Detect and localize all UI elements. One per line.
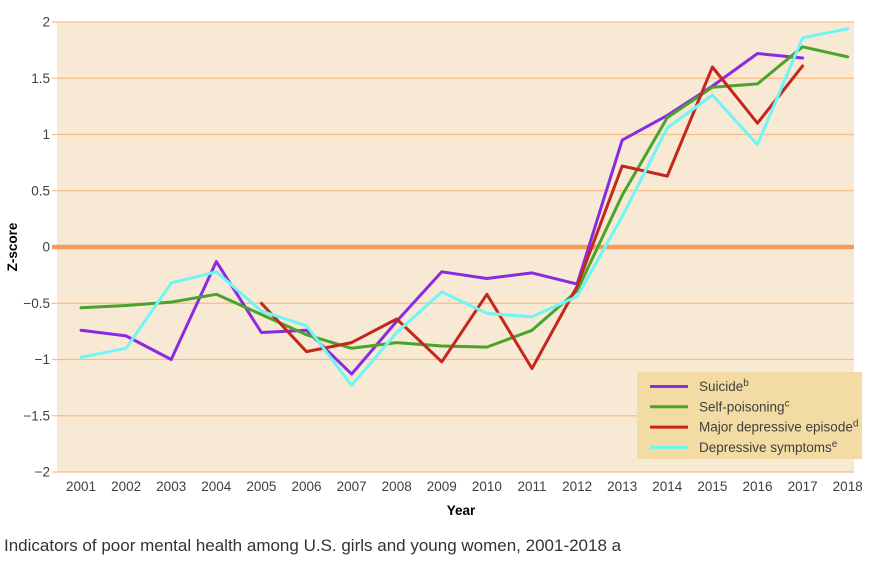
- y-tick-label: 2: [42, 15, 50, 30]
- legend-label-superscript: e: [832, 439, 838, 450]
- x-tick-label: 2007: [337, 479, 367, 494]
- x-tick-label: 2016: [742, 479, 772, 494]
- legend-label-superscript: d: [853, 419, 859, 430]
- legend-label-self-poisoning: Self-poisoningc: [699, 398, 790, 414]
- x-axis-title: Year: [447, 503, 476, 518]
- y-tick-label: −1: [35, 352, 50, 367]
- y-tick-label: 0: [42, 240, 50, 255]
- x-tick-label: 2001: [66, 479, 96, 494]
- legend-label-text: Depressive symptoms: [699, 440, 832, 455]
- mental-health-line-chart: 21.510.50−0.5−1−1.5−2 2001 2002 2003 2004 20…: [5, 15, 863, 519]
- legend-label-text: Major depressive episode: [699, 420, 853, 435]
- x-tick-label: 2002: [111, 479, 141, 494]
- x-tick-label: 2004: [201, 479, 232, 494]
- series-lines: [79, 27, 850, 387]
- x-tick-label: 2009: [427, 479, 457, 494]
- x-tick-label: 2018: [833, 479, 863, 494]
- y-axis-title: Z-score: [5, 222, 20, 271]
- x-tick-label: 2013: [607, 479, 637, 494]
- y-tick-label: 1.5: [31, 71, 50, 86]
- x-tick-label: 2003: [156, 479, 186, 494]
- x-tick-label: 2006: [291, 479, 321, 494]
- legend-label-text: Self-poisoning: [699, 399, 785, 414]
- y-tick-label: 1: [42, 127, 50, 142]
- y-tick-label: −0.5: [23, 296, 50, 311]
- x-tick-label: 2015: [697, 479, 727, 494]
- x-tick-label: 2014: [652, 479, 683, 494]
- x-tick-label: 2012: [562, 479, 592, 494]
- series-line-self-poisoning: [79, 45, 850, 350]
- x-tick-labels: 2001 2002 2003 2004 2005 2006 2007 2008 2009 2010…: [66, 479, 863, 494]
- y-tick-label: −2: [35, 465, 50, 480]
- y-tick-label: −1.5: [23, 408, 50, 423]
- legend-label-superscript: b: [743, 378, 749, 389]
- x-tick-label: 2008: [382, 479, 412, 494]
- gridlines: [52, 21, 854, 473]
- figure-caption: Indicators of poor mental health among U…: [4, 536, 622, 555]
- series-line-suicide: [79, 52, 805, 376]
- legend-label-depressive-symptoms: Depressive symptomse: [699, 439, 838, 455]
- legend-label-major-depressive-episode: Major depressive episoded: [699, 419, 858, 435]
- x-tick-label: 2005: [246, 479, 276, 494]
- legend-label-text: Suicide: [699, 379, 743, 394]
- series-line-depressive-symptoms: [79, 27, 850, 387]
- x-tick-label: 2011: [517, 479, 546, 494]
- y-tick-label: 0.5: [31, 183, 50, 198]
- x-tick-label: 2010: [472, 479, 502, 494]
- legend: Suicideb Self-poisoningc Major depressive …: [637, 372, 862, 459]
- legend-label-suicide: Suicideb: [699, 378, 749, 394]
- y-tick-labels: 2 1.5 1 0.5 0 −0.5 −1 −1.5 −2: [23, 15, 50, 480]
- series-line-major-depressive-episode: [259, 64, 805, 370]
- x-tick-label: 2017: [788, 479, 818, 494]
- legend-label-superscript: c: [785, 398, 790, 409]
